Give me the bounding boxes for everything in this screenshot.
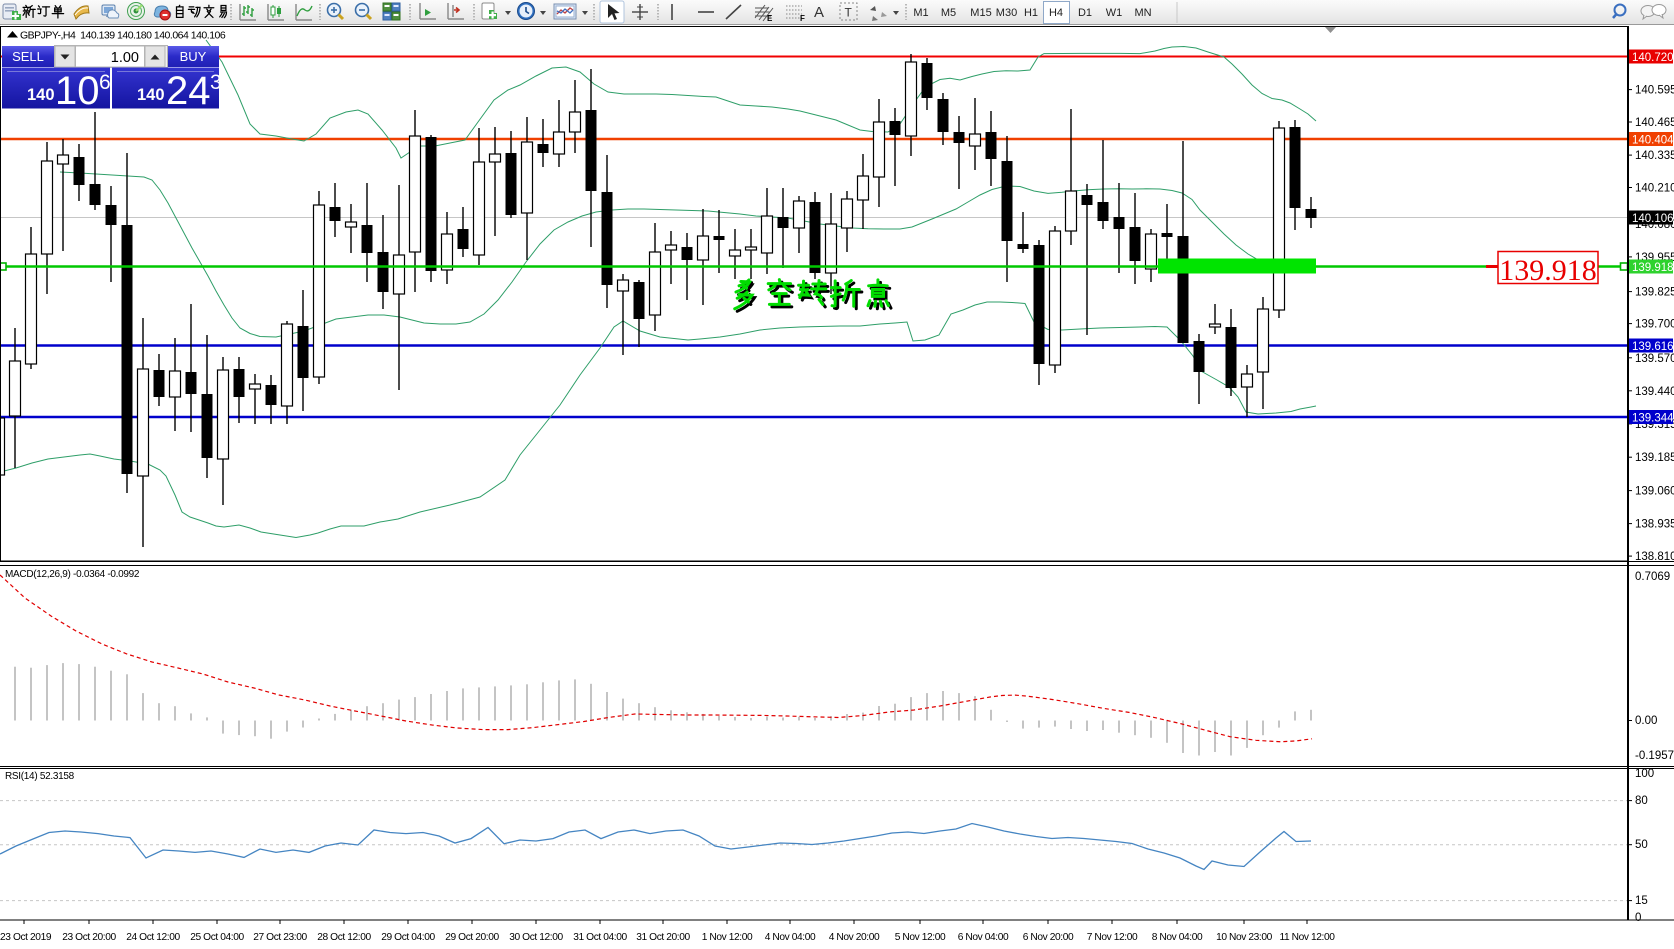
svg-text:4 Nov 04:00: 4 Nov 04:00	[765, 932, 816, 943]
svg-text:15: 15	[1635, 895, 1648, 907]
svg-text:140.106: 140.106	[1632, 213, 1674, 225]
svg-text:139.918: 139.918	[1632, 262, 1674, 274]
svg-text:138.935: 138.935	[1635, 519, 1674, 531]
svg-text:A: A	[814, 4, 824, 21]
svg-text:29 Oct 04:00: 29 Oct 04:00	[381, 932, 435, 943]
svg-text:0.7069: 0.7069	[1635, 571, 1670, 583]
svg-text:0: 0	[1635, 912, 1641, 924]
svg-text:139.440: 139.440	[1635, 386, 1674, 398]
svg-text:140.335: 140.335	[1635, 150, 1674, 162]
svg-text:23 Oct 20:00: 23 Oct 20:00	[62, 932, 116, 943]
svg-text:140.465: 140.465	[1635, 117, 1674, 129]
svg-text:7 Nov 12:00: 7 Nov 12:00	[1087, 932, 1138, 943]
svg-text:139.700: 139.700	[1635, 319, 1674, 331]
svg-text:BUY: BUY	[180, 49, 207, 64]
svg-text:M1: M1	[913, 7, 928, 19]
svg-text:SELL: SELL	[12, 49, 44, 64]
svg-text:80: 80	[1635, 795, 1648, 807]
svg-text:5 Nov 12:00: 5 Nov 12:00	[895, 932, 946, 943]
svg-text:0.00: 0.00	[1635, 715, 1657, 727]
svg-text:24: 24	[166, 69, 211, 113]
svg-text:M5: M5	[941, 7, 956, 19]
svg-text:W1: W1	[1106, 7, 1123, 19]
svg-text:-0.1957: -0.1957	[1635, 750, 1674, 762]
svg-text:140.404: 140.404	[1632, 135, 1674, 147]
svg-text:6: 6	[99, 71, 111, 94]
svg-text:10 Nov 23:00: 10 Nov 23:00	[1216, 932, 1273, 943]
svg-text:H1: H1	[1024, 7, 1038, 19]
svg-text:4 Nov 20:00: 4 Nov 20:00	[829, 932, 880, 943]
svg-text:6 Nov 20:00: 6 Nov 20:00	[1023, 932, 1074, 943]
svg-text:10: 10	[55, 69, 100, 113]
svg-text:138.810: 138.810	[1635, 551, 1674, 563]
svg-text:139.825: 139.825	[1635, 287, 1674, 299]
svg-text:30 Oct 12:00: 30 Oct 12:00	[509, 932, 563, 943]
svg-text:23 Oct 2019: 23 Oct 2019	[0, 932, 52, 943]
svg-text:139.570: 139.570	[1635, 353, 1674, 365]
svg-text:GBPJPY-,H4 140.139 140.180 14: GBPJPY-,H4 140.139 140.180 140.064 140.1…	[20, 30, 226, 42]
svg-text:140.210: 140.210	[1635, 183, 1674, 195]
svg-text:6 Nov 04:00: 6 Nov 04:00	[958, 932, 1009, 943]
svg-text:RSI(14) 52.3158: RSI(14) 52.3158	[5, 771, 75, 782]
svg-text:24 Oct 12:00: 24 Oct 12:00	[126, 932, 180, 943]
svg-text:100: 100	[1635, 768, 1654, 780]
svg-text:139.185: 139.185	[1635, 452, 1674, 464]
svg-text:T: T	[845, 6, 853, 20]
svg-text:M15: M15	[970, 7, 991, 19]
svg-text:139.616: 139.616	[1632, 341, 1674, 353]
svg-text:3: 3	[210, 71, 222, 94]
svg-text:50: 50	[1635, 839, 1648, 851]
svg-text:31 Oct 04:00: 31 Oct 04:00	[573, 932, 627, 943]
svg-text:139.060: 139.060	[1635, 486, 1674, 498]
svg-text:MN: MN	[1134, 7, 1151, 19]
svg-text:8 Nov 04:00: 8 Nov 04:00	[1152, 932, 1203, 943]
svg-text:D1: D1	[1078, 7, 1092, 19]
svg-text:28 Oct 12:00: 28 Oct 12:00	[317, 932, 371, 943]
svg-text:H4: H4	[1049, 7, 1063, 19]
svg-text:E: E	[767, 14, 773, 23]
svg-text:11 Nov 12:00: 11 Nov 12:00	[1279, 932, 1335, 943]
svg-text:140.720: 140.720	[1632, 52, 1674, 64]
svg-text:F: F	[800, 14, 805, 23]
svg-text:27 Oct 23:00: 27 Oct 23:00	[253, 932, 307, 943]
svg-text:1 Nov 12:00: 1 Nov 12:00	[702, 932, 753, 943]
svg-text:31 Oct 20:00: 31 Oct 20:00	[636, 932, 690, 943]
svg-text:29 Oct 20:00: 29 Oct 20:00	[445, 932, 499, 943]
svg-text:139.344: 139.344	[1632, 413, 1674, 425]
svg-text:25 Oct 04:00: 25 Oct 04:00	[190, 932, 244, 943]
svg-text:139.918: 139.918	[1499, 254, 1597, 287]
svg-text:1.00: 1.00	[111, 50, 139, 66]
svg-text:MACD(12,26,9) -0.0364 -0.0992: MACD(12,26,9) -0.0364 -0.0992	[5, 569, 140, 580]
svg-text:M30: M30	[996, 7, 1017, 19]
svg-text:140.595: 140.595	[1635, 85, 1674, 97]
svg-text:140: 140	[137, 86, 165, 104]
svg-text:140: 140	[27, 86, 55, 104]
